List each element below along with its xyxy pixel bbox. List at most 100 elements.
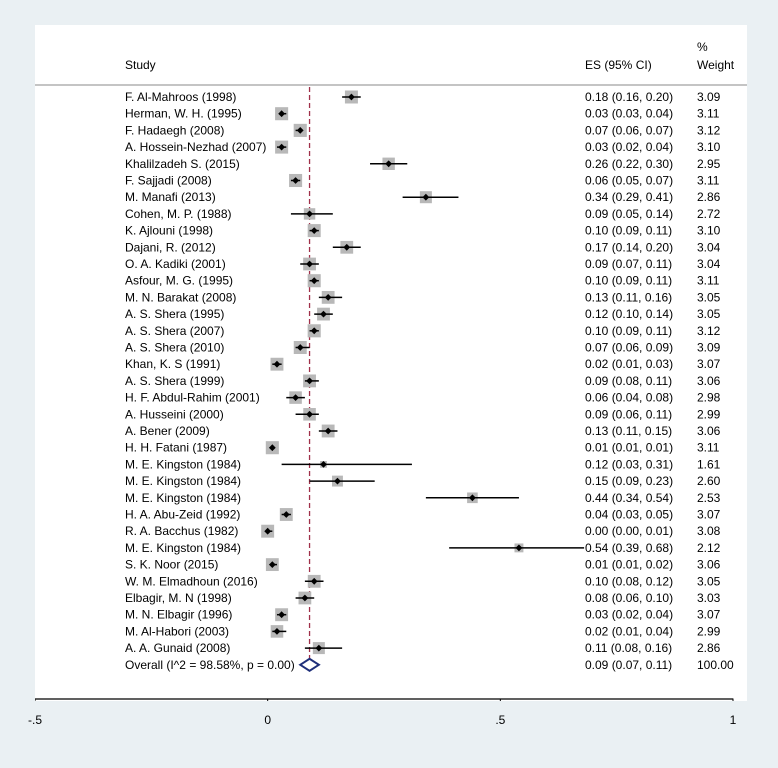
- study-point-marker: [296, 127, 304, 134]
- study-weight: 3.11: [697, 441, 720, 455]
- study-label: M. Al-Habori (2003): [125, 624, 229, 638]
- study-row: Asfour, M. G. (1995) 0.10 (0.09, 0.11) 3.1…: [125, 274, 720, 288]
- header-weight: Weight: [697, 58, 735, 72]
- study-label: M. N. Barakat (2008): [125, 290, 236, 304]
- study-weight: 3.06: [697, 424, 721, 438]
- study-weight: 3.11: [697, 107, 720, 121]
- study-es-ci: 0.12 (0.10, 0.14): [585, 307, 673, 321]
- study-label: H. A. Abu-Zeid (1992): [125, 508, 240, 522]
- study-point-marker: [296, 344, 304, 351]
- study-row: Cohen, M. P. (1988) 0.09 (0.05, 0.14) 2.72: [125, 207, 721, 221]
- study-row: M. E. Kingston (1984) 0.15 (0.09, 0.23) 2.…: [125, 474, 721, 488]
- study-label: Khan, K. S (1991): [125, 357, 220, 371]
- study-es-ci: 0.09 (0.06, 0.11): [585, 407, 672, 421]
- x-tick-label: .5: [495, 713, 506, 727]
- study-row: M. Manafi (2013) 0.34 (0.29, 0.41) 2.86: [125, 190, 721, 204]
- study-es-ci: 0.03 (0.02, 0.04): [585, 608, 673, 622]
- study-es-ci: 0.06 (0.04, 0.08): [585, 391, 673, 405]
- study-point-marker: [348, 93, 355, 101]
- study-row: M. N. Barakat (2008) 0.13 (0.11, 0.16) 3.0…: [125, 290, 721, 304]
- study-point-marker: [306, 377, 313, 385]
- study-row: W. M. Elmadhoun (2016) 0.10 (0.08, 0.12) 3…: [125, 574, 721, 588]
- study-row: Khan, K. S (1991) 0.02 (0.01, 0.03) 3.07: [125, 357, 721, 371]
- study-es-ci: 0.54 (0.39, 0.68): [585, 541, 673, 555]
- x-tick-label: 1: [729, 713, 737, 727]
- study-es-ci: 0.11 (0.08, 0.16): [585, 641, 672, 655]
- study-es-ci: 0.10 (0.08, 0.12): [585, 574, 673, 588]
- study-label: S. K. Noor (2015): [125, 558, 218, 572]
- study-point-marker: [278, 611, 286, 619]
- study-point-marker: [268, 561, 276, 568]
- plot-panel: Study ES (95% CI) % Weight F. Al-Mahroos…: [34, 25, 747, 705]
- study-es-ci: 0.10 (0.09, 0.11): [585, 324, 672, 338]
- overall-label: Overall (I^2 = 98.58%, p = 0.00): [125, 658, 295, 672]
- study-label: Elbagir, M. N (1998): [125, 591, 232, 605]
- study-es-ci: 0.09 (0.08, 0.11): [585, 374, 672, 388]
- study-weight: 2.99: [697, 624, 721, 638]
- study-weight: 3.06: [697, 374, 721, 388]
- study-label: A. A. Gunaid (2008): [125, 641, 230, 655]
- study-weight: 3.07: [697, 357, 721, 371]
- study-es-ci: 0.10 (0.09, 0.11): [585, 274, 672, 288]
- study-es-ci: 0.07 (0.06, 0.09): [585, 341, 673, 355]
- study-es-ci: 0.08 (0.06, 0.10): [585, 591, 673, 605]
- study-label: A. Hossein-Nezhad (2007): [125, 140, 266, 154]
- study-es-ci: 0.01 (0.01, 0.01): [585, 441, 673, 455]
- study-point-marker: [278, 110, 286, 118]
- study-es-ci: 0.00 (0.00, 0.01): [585, 524, 673, 538]
- study-weight: 2.53: [697, 491, 721, 505]
- study-label: M. E. Kingston (1984): [125, 541, 241, 555]
- forest-plot: Study ES (95% CI) % Weight F. Al-Mahroos…: [34, 40, 747, 705]
- study-row: R. A. Bacchus (1982) 0.00 (0.00, 0.01) 3.0…: [125, 524, 721, 538]
- study-weight: 2.98: [697, 391, 721, 405]
- study-point-marker: [282, 511, 290, 518]
- study-label: A. S. Shera (2007): [125, 324, 224, 338]
- study-row: M. E. Kingston (1984) 0.54 (0.39, 0.68) 2.…: [125, 541, 721, 555]
- study-weight: 3.11: [697, 174, 720, 188]
- study-row: H. H. Fatani (1987) 0.01 (0.01, 0.01) 3.11: [125, 441, 720, 455]
- study-weight: 3.05: [697, 290, 721, 304]
- header-weight-percent: %: [697, 40, 708, 54]
- study-point-marker: [273, 360, 281, 368]
- study-label: Asfour, M. G. (1995): [125, 274, 233, 288]
- study-weight: 2.12: [697, 541, 721, 555]
- study-point-marker: [306, 210, 313, 218]
- study-row: O. A. Kadiki (2001) 0.09 (0.07, 0.11) 3.04: [125, 257, 721, 271]
- study-point-marker: [301, 594, 309, 602]
- study-label: K. Ajlouni (1998): [125, 224, 213, 238]
- study-point-marker: [264, 527, 272, 535]
- study-weight: 3.05: [697, 574, 721, 588]
- study-weight: 2.60: [697, 474, 721, 488]
- study-row: A. Hossein-Nezhad (2007) 0.03 (0.02, 0.04…: [125, 140, 721, 154]
- study-es-ci: 0.13 (0.11, 0.15): [585, 424, 672, 438]
- study-weight: 3.09: [697, 341, 721, 355]
- study-es-ci: 0.34 (0.29, 0.41): [585, 190, 673, 204]
- overall-diamond: [298, 657, 321, 672]
- study-row: A. S. Shera (1995) 0.12 (0.10, 0.14) 3.05: [125, 307, 721, 321]
- study-weight: 3.06: [697, 558, 721, 572]
- study-row: A. S. Shera (2010) 0.07 (0.06, 0.09) 3.09: [125, 341, 721, 355]
- study-label: W. M. Elmadhoun (2016): [125, 574, 258, 588]
- study-row: F. Hadaegh (2008) 0.07 (0.06, 0.07) 3.12: [125, 123, 721, 137]
- study-label: Herman, W. H. (1995): [125, 107, 242, 121]
- study-row: A. S. Shera (2007) 0.10 (0.09, 0.11) 3.12: [125, 324, 721, 338]
- study-row: K. Ajlouni (1998) 0.10 (0.09, 0.11) 3.10: [125, 224, 721, 238]
- study-point-marker: [310, 577, 318, 585]
- study-row: H. A. Abu-Zeid (1992) 0.04 (0.03, 0.05) 3.…: [125, 508, 721, 522]
- study-weight: 3.11: [697, 274, 720, 288]
- study-weight: 3.10: [697, 140, 721, 154]
- study-row: F. Al-Mahroos (1998) 0.18 (0.16, 0.20) 3.0…: [125, 90, 721, 104]
- study-point-marker: [268, 444, 276, 452]
- study-label: M. Manafi (2013): [125, 190, 216, 204]
- study-weight: 3.10: [697, 224, 721, 238]
- header-study: Study: [125, 58, 156, 72]
- study-label: M. E. Kingston (1984): [125, 457, 241, 471]
- study-weight: 3.12: [697, 123, 721, 137]
- study-weight: 2.86: [697, 190, 721, 204]
- study-es-ci: 0.06 (0.05, 0.07): [585, 174, 673, 188]
- study-es-ci: 0.18 (0.16, 0.20): [585, 90, 673, 104]
- study-row: H. F. Abdul-Rahim (2001) 0.06 (0.04, 0.08…: [125, 391, 721, 405]
- study-row: M. N. Elbagir (1996) 0.03 (0.02, 0.04) 3.0…: [125, 608, 721, 622]
- study-es-ci: 0.09 (0.05, 0.14): [585, 207, 673, 221]
- study-es-ci: 0.02 (0.01, 0.04): [585, 624, 673, 638]
